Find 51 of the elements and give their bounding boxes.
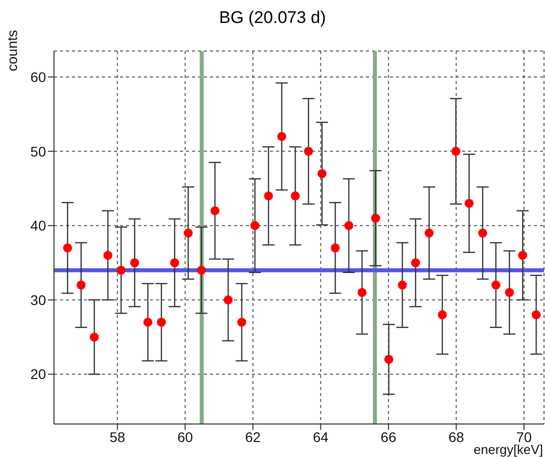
point [90,332,99,342]
point [250,221,260,230]
point [277,132,286,141]
x-axis-title: energy[keV] [474,442,543,457]
point [424,228,434,238]
point [411,258,420,268]
point [478,228,488,238]
x-tick-label: 70 [516,428,532,445]
point [532,310,541,320]
y-tick-label: 50 [30,143,46,160]
x-tick-label: 60 [177,428,194,445]
point [358,288,367,297]
x-tick-label: 66 [380,428,396,445]
point [210,206,220,216]
chart-title: BG (20.073 d) [218,8,327,28]
point [237,318,246,327]
point [184,228,193,238]
point [130,258,140,268]
point [224,295,233,304]
y-tick-label: 40 [30,218,46,234]
point [371,214,380,223]
y-tick-label: 60 [30,68,46,85]
point [196,266,206,275]
point [451,146,460,156]
point [156,318,166,327]
point [264,191,273,200]
point [491,280,500,290]
y-axis-title: counts [4,30,20,72]
point [518,250,528,260]
point [504,288,514,297]
x-tick-label: 62 [245,428,261,445]
point [318,169,327,178]
point [464,198,474,208]
x-tick-label: 64 [312,428,329,445]
point [63,243,72,252]
y-tick-label: 30 [30,292,46,308]
x-tick-label: 58 [110,428,126,445]
point [438,310,447,320]
point [290,191,300,200]
x-tick-label: 68 [448,428,464,445]
point [384,354,394,364]
point [116,266,126,275]
point [170,258,180,268]
y-tick-label: 20 [30,366,46,382]
point [304,146,313,156]
point [103,250,112,260]
point [344,221,354,230]
point [143,318,152,327]
point [398,280,407,290]
point [330,243,340,252]
point [76,280,86,290]
